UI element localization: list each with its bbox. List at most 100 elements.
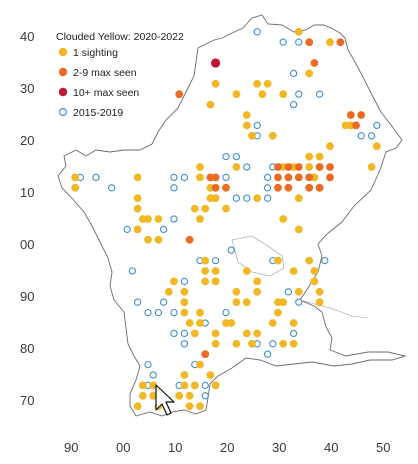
- record-dot: [263, 79, 272, 88]
- record-dot: [164, 287, 173, 296]
- record-dot: [295, 38, 303, 46]
- record-dot: [253, 194, 262, 203]
- record-dot: [185, 391, 194, 400]
- record-dot: [315, 163, 324, 171]
- record-dot: [294, 194, 303, 203]
- record-dot: [274, 163, 282, 171]
- record-dot: [289, 100, 298, 109]
- legend-label-one: 1 sighting: [73, 47, 118, 59]
- record-dot: [346, 111, 355, 119]
- record-dot: [305, 173, 314, 182]
- record-dot: [196, 402, 204, 411]
- record-dot: [211, 194, 220, 203]
- record-dot: [357, 111, 366, 119]
- record-dot: [279, 38, 287, 46]
- record-dot: [180, 287, 189, 296]
- record-dot: [211, 267, 220, 275]
- record-dot: [294, 27, 303, 36]
- record-dot: [133, 194, 142, 203]
- record-dot: [211, 339, 220, 348]
- record-dot: [305, 183, 314, 192]
- y-tick-label: 40: [20, 29, 34, 44]
- record-dot: [211, 381, 220, 390]
- record-dot: [284, 288, 293, 296]
- record-dot: [263, 184, 272, 192]
- record-dot: [232, 152, 241, 161]
- record-dot: [222, 173, 230, 182]
- y-axis-labels: 40 30 20 10 00 90 80 70: [20, 29, 34, 408]
- record-dot: [144, 308, 152, 317]
- record-dot: [248, 339, 256, 348]
- record-dot: [211, 58, 221, 68]
- mouse-pointer-icon: [155, 384, 175, 416]
- record-dot: [289, 329, 298, 338]
- record-dot: [180, 340, 189, 348]
- record-dot: [201, 277, 210, 286]
- legend-label-few: 2-9 max seen: [73, 67, 137, 79]
- record-dot: [170, 173, 178, 182]
- record-dot: [190, 329, 199, 338]
- record-dot: [274, 183, 282, 192]
- record-dot: [305, 256, 314, 265]
- record-dot: [133, 204, 142, 213]
- record-dot: [180, 308, 189, 317]
- legend-swatch-one: [58, 47, 68, 57]
- record-dot: [263, 194, 272, 202]
- record-dot: [159, 298, 168, 306]
- legend-swatch-many: [58, 87, 68, 97]
- record-dot: [196, 360, 204, 369]
- record-dot: [201, 256, 210, 265]
- record-dot: [295, 298, 303, 306]
- record-dot: [279, 298, 288, 307]
- record-dot: [144, 215, 152, 223]
- record-dot: [211, 183, 220, 192]
- record-dot: [253, 277, 262, 286]
- y-tick-label: 90: [20, 289, 34, 304]
- record-dot: [253, 329, 262, 338]
- record-dot: [211, 79, 220, 88]
- record-dot: [149, 391, 158, 400]
- record-dot: [232, 287, 241, 296]
- record-dot: [294, 225, 303, 234]
- record-dot: [284, 163, 293, 171]
- record-dot: [227, 246, 235, 254]
- record-dot: [336, 38, 345, 47]
- record-dot: [180, 298, 189, 307]
- record-dot: [232, 298, 241, 307]
- record-dot: [180, 277, 189, 286]
- record-dot: [138, 391, 147, 400]
- y-tick-label: 10: [20, 185, 34, 200]
- record-dot: [232, 339, 241, 348]
- record-dot: [154, 215, 163, 223]
- y-tick-label: 70: [20, 393, 34, 408]
- record-dot: [326, 163, 334, 171]
- record-dot: [279, 90, 288, 99]
- record-dot: [92, 173, 100, 182]
- legend-label-many: 10+ max seen: [73, 87, 139, 99]
- x-tick-label: 90: [64, 440, 78, 455]
- record-dot: [305, 163, 314, 171]
- record-dot: [222, 308, 230, 317]
- record-dot: [367, 163, 376, 171]
- inner-boundary: [231, 235, 285, 277]
- record-dot: [211, 256, 220, 265]
- record-dot: [170, 215, 178, 223]
- record-dot: [206, 371, 215, 379]
- record-dot: [258, 90, 267, 99]
- record-dot: [242, 111, 251, 119]
- record-dot: [232, 163, 241, 171]
- record-dot: [315, 90, 324, 98]
- record-dot: [315, 298, 324, 307]
- legend: Clouded Yellow: 2020-2022 1 sighting 2-9…: [56, 31, 184, 119]
- record-dot: [201, 267, 210, 275]
- legend-label-old: 2015-2019: [73, 107, 123, 119]
- record-dot: [180, 371, 189, 379]
- record-dot: [206, 100, 215, 109]
- record-dot: [144, 360, 152, 369]
- record-dot: [253, 28, 261, 36]
- record-dot: [138, 381, 147, 390]
- record-dot: [180, 329, 189, 338]
- record-dot: [201, 204, 210, 213]
- record-dot: [315, 152, 324, 161]
